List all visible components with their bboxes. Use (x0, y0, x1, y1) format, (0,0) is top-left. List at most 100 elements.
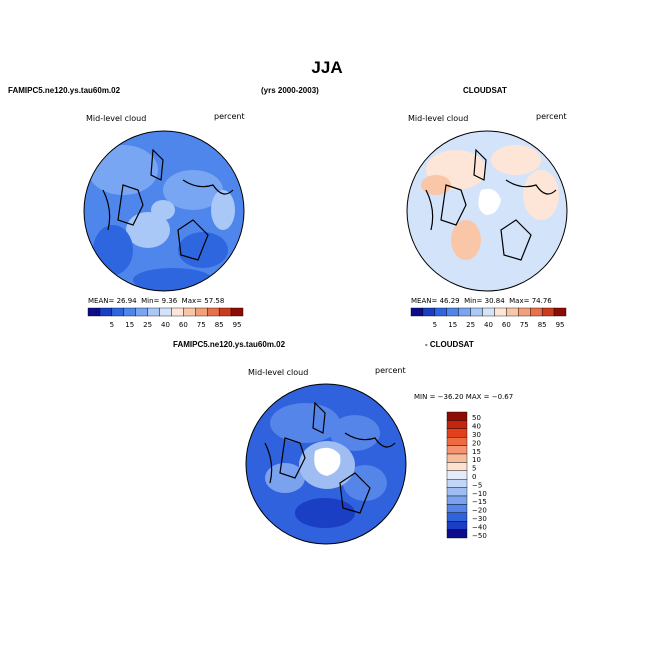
colorbar-swatch (123, 307, 136, 317)
diff-polar-map (245, 383, 407, 545)
colorbar-tick-label: 25 (143, 321, 152, 329)
colorbar-tick-label: 95 (556, 321, 565, 329)
colorbar-tick-label: 5 (472, 465, 476, 473)
colorbar-swatch (147, 307, 160, 317)
colorbar-swatch (207, 307, 220, 317)
min-label: Min= (141, 297, 160, 305)
colorbar-tick-label: 15 (472, 448, 481, 456)
diff-unit-label: percent (375, 366, 406, 375)
colorbar-swatch (422, 307, 436, 317)
model-field-label: Mid-level cloud (86, 114, 147, 123)
obs-colorbar: 5 15 25 40 60 75 85 95 (410, 307, 567, 329)
colorbar-tick-label: 5 (433, 321, 437, 329)
colorbar-swatch (195, 307, 208, 317)
min-label: Min= (464, 297, 483, 305)
obs-case-label: CLOUDSAT (463, 86, 507, 95)
colorbar-swatch (230, 307, 244, 317)
colorbar-tick-label: 75 (197, 321, 206, 329)
colorbar-swatch (434, 307, 447, 317)
model-colorbar: 5 15 25 40 60 75 85 95 (87, 307, 244, 329)
colorbar-swatch (183, 307, 196, 317)
min-value: 30.84 (484, 297, 505, 305)
years-label: (yrs 2000-2003) (261, 86, 319, 95)
colorbar-swatch (135, 307, 148, 317)
colorbar-swatch (506, 307, 519, 317)
colorbar-swatch (470, 307, 483, 317)
colorbar-tick-label: 15 (448, 321, 457, 329)
colorbar-swatch (446, 411, 468, 421)
colorbar-swatch (446, 462, 468, 472)
colorbar-swatch (482, 307, 495, 317)
colorbar-tick-label: 50 (472, 414, 481, 422)
colorbar-tick-label: 40 (161, 321, 170, 329)
max-label: Max= (181, 297, 203, 305)
colorbar-swatch (446, 504, 468, 514)
diff-field-label: Mid-level cloud (248, 368, 309, 377)
diff-obs-label: - CLOUDSAT (425, 340, 474, 349)
colorbar-tick-label: 25 (466, 321, 475, 329)
obs-unit-label: percent (536, 112, 567, 121)
colorbar-swatch (458, 307, 471, 317)
figure-title: JJA (311, 58, 343, 77)
colorbar-tick-label: −20 (472, 507, 487, 515)
colorbar-tick-label: 95 (233, 321, 242, 329)
colorbar-tick-label: 85 (538, 321, 547, 329)
colorbar-swatch (541, 307, 555, 317)
colorbar-tick-label: −5 (472, 481, 482, 489)
colorbar-swatch (218, 307, 232, 317)
colorbar-tick-label: 15 (125, 321, 134, 329)
colorbar-tick-label: −40 (472, 523, 487, 531)
colorbar-swatch (530, 307, 543, 317)
model-stats: MEAN= 26.94 Min= 9.36 Max= 57.58 (88, 297, 224, 305)
model-unit-label: percent (214, 112, 245, 121)
colorbar-swatch (111, 307, 124, 317)
colorbar-swatch (87, 307, 101, 317)
model-case-label: FAMIPC5.ne120.ys.tau60m.02 (8, 86, 121, 95)
colorbar-tick-label: 60 (502, 321, 511, 329)
colorbar-swatch (99, 307, 113, 317)
colorbar-swatch (446, 428, 468, 438)
diff-case-label: FAMIPC5.ne120.ys.tau60m.02 (173, 340, 286, 349)
colorbar-swatch (446, 437, 468, 446)
colorbar-swatch (494, 307, 507, 317)
max-label: Max= (509, 297, 530, 305)
colorbar-tick-label: 20 (472, 439, 481, 447)
colorbar-tick-label: −30 (472, 515, 487, 523)
colorbar-swatch (159, 307, 172, 317)
obs-polar-map (406, 130, 568, 292)
colorbar-swatch (553, 307, 567, 317)
colorbar-tick-label: 0 (472, 473, 476, 481)
colorbar-swatch (446, 512, 468, 522)
min-value: 9.36 (161, 297, 178, 305)
diff-minmax: MIN = −36.20 MAX = −0.67 (414, 393, 514, 401)
colorbar-swatch (446, 520, 468, 530)
obs-stats: MEAN= 46.29 Min= 30.84 Max= 74.76 (411, 297, 552, 305)
colorbar-swatch (446, 487, 468, 497)
mean-label: MEAN= (411, 297, 438, 305)
colorbar-tick-label: 40 (484, 321, 493, 329)
colorbar-swatch (446, 445, 468, 455)
colorbar-tick-label: −50 (472, 532, 487, 540)
colorbar-swatch (171, 307, 184, 317)
obs-field-label: Mid-level cloud (408, 114, 469, 123)
colorbar-tick-label: 40 (472, 423, 481, 431)
model-polar-map (83, 130, 245, 292)
colorbar-swatch (518, 307, 531, 317)
mean-value: 26.94 (116, 297, 137, 305)
mean-label: MEAN= (88, 297, 115, 305)
colorbar-tick-label: 85 (215, 321, 224, 329)
colorbar-tick-label: 30 (472, 431, 481, 439)
colorbar-swatch (446, 529, 468, 539)
colorbar-swatch (446, 470, 468, 480)
colorbar-tick-label: 75 (520, 321, 529, 329)
colorbar-swatch (446, 495, 468, 505)
colorbar-tick-label: −10 (472, 490, 487, 498)
colorbar-swatch (446, 478, 468, 488)
colorbar-swatch (410, 307, 424, 317)
max-value: 57.58 (204, 297, 225, 305)
colorbar-swatch (446, 420, 468, 429)
colorbar-tick-label: 10 (472, 456, 481, 464)
colorbar-swatch (446, 307, 459, 317)
colorbar-tick-label: −15 (472, 498, 487, 506)
mean-value: 46.29 (439, 297, 460, 305)
